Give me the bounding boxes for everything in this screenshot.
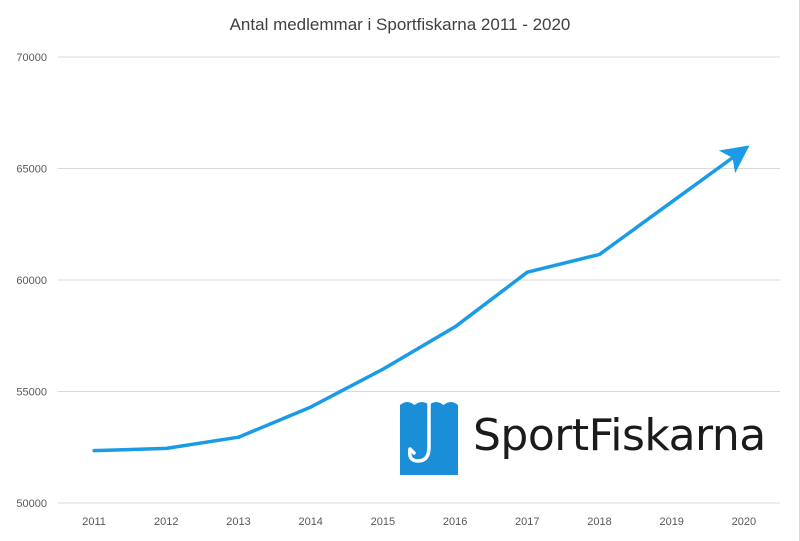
data-point: [453, 325, 457, 329]
x-tick-label: 2012: [154, 516, 178, 528]
data-point: [237, 435, 240, 439]
data-point: [164, 446, 168, 450]
x-tick-label: 2017: [515, 516, 539, 528]
data-point: [742, 148, 746, 152]
x-tick-label: 2018: [587, 516, 611, 528]
x-tick-label: 2014: [298, 516, 322, 528]
y-tick-label: 70000: [16, 52, 47, 64]
x-tick-label: 2011: [82, 516, 106, 528]
x-tick-label: 2016: [443, 516, 467, 528]
data-point: [598, 252, 601, 256]
x-tick-label: 2015: [371, 516, 395, 528]
fish-hook-icon: [400, 399, 458, 475]
x-tick-label: 2020: [732, 516, 756, 528]
data-point: [381, 367, 385, 371]
logo-wordmark: SportFiskarna: [473, 410, 766, 461]
x-tick-label: 2019: [659, 516, 683, 528]
x-tick-label: 2013: [226, 516, 250, 528]
data-point: [309, 405, 313, 409]
y-tick-label: 55000: [16, 387, 47, 399]
chart-title: Antal medlemmar i Sportfiskarna 2011 - 2…: [229, 15, 571, 34]
sportfiskarna-logo: SportFiskarna: [400, 397, 770, 475]
y-tick-label: 50000: [16, 498, 47, 510]
data-point: [525, 270, 529, 274]
series-line: [92, 145, 750, 453]
data-point: [670, 200, 674, 204]
y-tick-label: 60000: [16, 275, 47, 287]
data-point: [92, 449, 96, 453]
y-tick-label: 65000: [16, 164, 47, 176]
